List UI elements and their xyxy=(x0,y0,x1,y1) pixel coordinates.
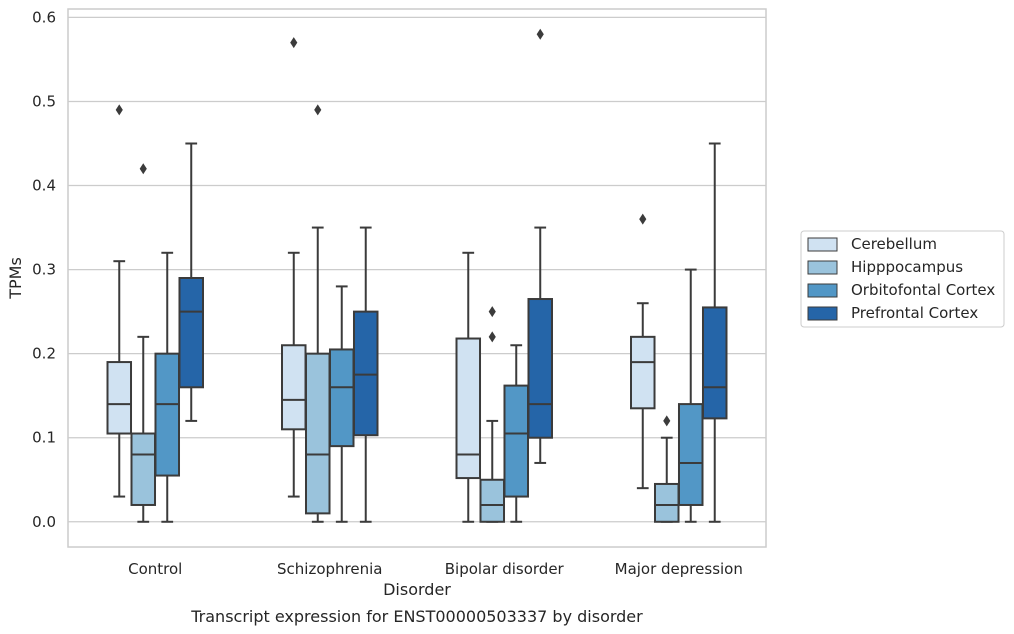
iqr-box xyxy=(503,384,530,498)
iqr-box xyxy=(352,310,379,437)
iqr-box xyxy=(130,432,157,506)
legend-label: Cerebellum xyxy=(851,235,937,253)
legend-label: Orbitofontal Cortex xyxy=(851,281,995,299)
iqr-box xyxy=(630,335,656,410)
iqr-box xyxy=(677,403,704,506)
iqr-box xyxy=(154,352,181,477)
iqr-box xyxy=(653,482,680,523)
legend-label: Hipppocampus xyxy=(851,258,963,276)
box-2-1 xyxy=(479,306,506,523)
legend-swatch xyxy=(807,237,838,252)
iqr-box xyxy=(328,348,355,448)
y-tick-label: 0.1 xyxy=(32,429,56,447)
y-tick-label: 0.5 xyxy=(32,92,56,110)
box-2-3 xyxy=(527,28,553,464)
legend-swatch xyxy=(807,306,838,321)
iqr-box xyxy=(178,277,204,389)
iqr-box xyxy=(455,337,482,480)
box-group xyxy=(106,28,728,523)
y-tick-label: 0.0 xyxy=(32,513,56,531)
iqr-box xyxy=(701,306,728,420)
legend-label: Prefrontal Cortex xyxy=(851,304,978,322)
outlier-marker xyxy=(139,163,147,175)
x-tick-label: Bipolar disorder xyxy=(445,560,565,578)
y-axis-label: TPMs xyxy=(6,257,25,300)
box-1-0 xyxy=(281,37,307,498)
legend-frame xyxy=(800,230,1005,328)
box-2-0 xyxy=(455,251,482,523)
box-1-3 xyxy=(352,226,379,523)
iqr-box xyxy=(479,478,506,523)
x-tick-label: Major depression xyxy=(615,560,743,578)
iqr-box xyxy=(527,298,553,439)
outlier-marker xyxy=(663,415,671,427)
y-tick-label: 0.6 xyxy=(32,8,56,26)
box-2-2 xyxy=(503,344,530,523)
y-tick-label: 0.4 xyxy=(32,177,56,195)
legend-swatch xyxy=(807,283,838,298)
x-axis-label: Disorder xyxy=(383,580,451,599)
outlier-marker xyxy=(290,37,298,49)
outlier-marker xyxy=(314,104,322,116)
outlier-marker xyxy=(115,104,123,116)
box-3-0 xyxy=(630,213,656,490)
iqr-box xyxy=(281,344,307,431)
x-tick-labels: Control Schizophrenia Bipolar disorder Majo… xyxy=(128,560,743,578)
chart-caption: Transcript expression for ENST0000050333… xyxy=(190,607,643,626)
outlier-marker xyxy=(536,28,544,40)
box-3-2 xyxy=(677,268,704,523)
box-0-3 xyxy=(178,142,204,422)
outlier-marker xyxy=(639,213,647,225)
box-0-2 xyxy=(154,251,181,523)
box-0-1 xyxy=(130,163,157,523)
legend: Cerebellum Hipppocampus Orbitofontal Corte… xyxy=(800,230,1005,328)
legend-swatch xyxy=(807,260,838,275)
outlier-marker xyxy=(488,306,496,318)
outlier-marker xyxy=(488,331,496,343)
y-tick-label: 0.3 xyxy=(32,261,56,279)
y-tick-labels: 0.0 0.1 0.2 0.3 0.4 0.5 0.6 xyxy=(32,8,56,530)
x-tick-label: Control xyxy=(128,560,182,578)
iqr-box xyxy=(304,352,331,515)
x-tick-label: Schizophrenia xyxy=(277,560,382,578)
box-3-3 xyxy=(701,142,728,523)
plot-frame xyxy=(67,8,767,548)
y-tick-label: 0.2 xyxy=(32,345,56,363)
box-0-0 xyxy=(106,104,133,498)
iqr-box xyxy=(106,361,133,435)
